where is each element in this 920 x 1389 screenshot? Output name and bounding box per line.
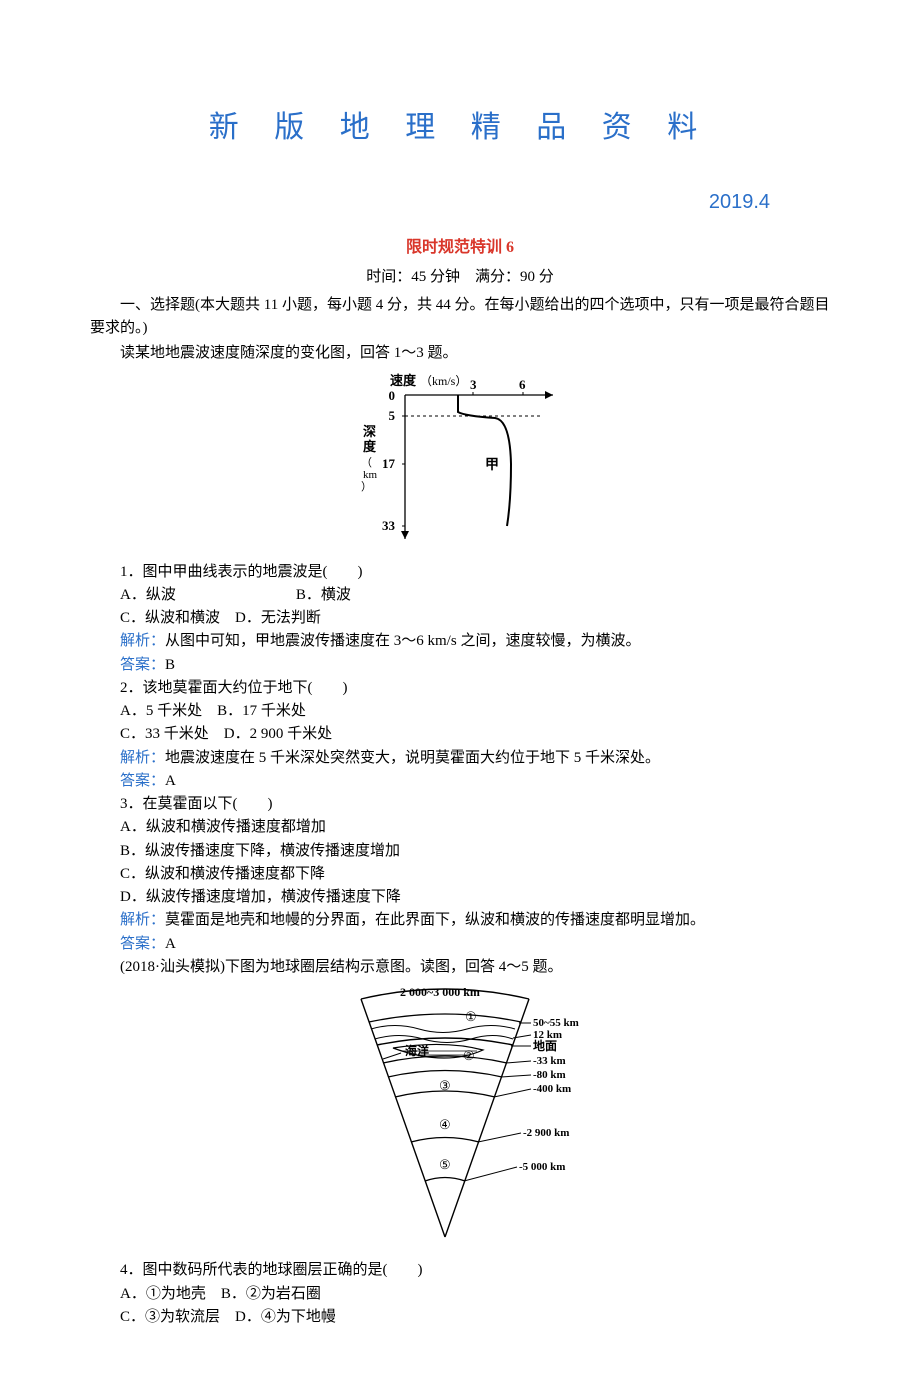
fig2-top-label: 2 000~3 000 km [400,985,480,999]
figure-earth-layers: 2 000~3 000 km 50~55 km 12 km 地面 -33 km … [90,985,830,1253]
q1-opts-cd: C．纵波和横波 D．无法判断 [90,607,830,630]
fig2-wedge [361,989,529,1237]
answer-label: 答案： [120,773,165,789]
q2-answer: 答案：A [90,770,830,793]
fig2-r-80: -80 km [533,1069,566,1081]
q2-opts-cd: C．33 千米处 D．2 900 千米处 [90,723,830,746]
analysis-label: 解析： [120,633,165,649]
q2-analysis-text: 地震波速度在 5 千米深处突然变大，说明莫霍面大约位于地下 5 千米深处。 [165,750,660,766]
fig1-ylabel-1: 深 [363,424,376,439]
fig2-r-33: -33 km [533,1055,566,1067]
q3-stem: 3．在莫霍面以下( ) [90,793,830,816]
q3-opt-d: D．纵波传播速度增加，横波传播速度下降 [90,886,830,909]
fig1-xunit: （km/s） [420,374,467,388]
analysis-label: 解析： [120,750,165,766]
context-q1-3: 读某地地震波速度随深度的变化图，回答 1～3 题。 [90,342,830,365]
q3-opt-a: A．纵波和横波传播速度都增加 [90,816,830,839]
q3-analysis: 解析：莫霍面是地壳和地幔的分界面，在此界面下，纵波和横波的传播速度都明显增加。 [90,909,830,932]
q3-answer: 答案：A [90,933,830,956]
fig1-ytick-17: 17 [382,456,396,471]
fig2-l2: ② [463,1048,475,1063]
fig2-r-2900: -2 900 km [523,1127,569,1139]
answer-label: 答案： [120,936,165,952]
main-title: 新 版 地 理 精 品 资 料 [90,105,830,152]
fig1-xtick-6: 6 [519,377,526,392]
fig1-ytick-33: 33 [382,518,396,533]
fig2-r-surface: 地面 [533,1038,557,1053]
fig2-l4: ④ [439,1117,451,1132]
fig2-r-5000: -5 000 km [519,1161,565,1173]
q3-opt-c: C．纵波和横波传播速度都下降 [90,863,830,886]
section-intro: 一、选择题(本大题共 11 小题，每小题 4 分，共 44 分。在每小题给出的四… [90,294,830,341]
fig1-xlabel: 速度 [390,373,417,388]
q3-analysis-text: 莫霍面是地壳和地幔的分界面，在此界面下，纵波和横波的传播速度都明显增加。 [165,912,705,928]
q4-opts-cd: C．③为软流层 D．④为下地幔 [90,1306,830,1329]
q4-opts-ab: A．①为地壳 B．②为岩石圈 [90,1283,830,1306]
q1-answer: 答案：B [90,654,830,677]
date-line: 2019.4 [90,187,770,218]
time-score-line: 时间：45 分钟 满分：90 分 [90,266,830,289]
figure-seismic-wave: 速度 （km/s） 3 6 0 5 17 33 深 度 （ km ） 甲 [90,371,830,554]
fig1-curve-label: 甲 [485,457,499,473]
fig1-ylabel-5: ） [361,480,372,493]
fig2-r-400: -400 km [533,1083,571,1095]
answer-label: 答案： [120,657,165,673]
fig1-ylabel-3: （ [361,456,372,469]
q2-opts-ab: A．5 千米处 B．17 千米处 [90,700,830,723]
fig2-l3: ③ [439,1078,451,1093]
q3-answer-text: A [165,936,176,952]
fig1-ytick-0: 0 [389,388,396,403]
q1-analysis-text: 从图中可知，甲地震波传播速度在 3～6 km/s 之间，速度较慢，为横波。 [165,633,640,649]
fig1-xtick-3: 3 [470,377,477,392]
fig1-ylabel-2: 度 [363,439,377,454]
q2-stem: 2．该地莫霍面大约位于地下( ) [90,677,830,700]
q1-opts-ab: A．纵波 B．横波 [90,584,830,607]
q1-answer-text: B [165,657,175,673]
q1-analysis: 解析：从图中可知，甲地震波传播速度在 3～6 km/s 之间，速度较慢，为横波。 [90,630,830,653]
fig1-ytick-5: 5 [389,408,396,423]
subtitle: 限时规范特训 6 [90,236,830,261]
q2-answer-text: A [165,773,176,789]
analysis-label: 解析： [120,912,165,928]
fig2-r-50: 50~55 km [533,1017,579,1029]
fig2-l1: ① [465,1009,477,1024]
context-q4-5: (2018·汕头模拟)下图为地球圈层结构示意图。读图，回答 4～5 题。 [90,956,830,979]
q1-stem: 1．图中甲曲线表示的地震波是( ) [90,561,830,584]
q4-stem: 4．图中数码所代表的地球圈层正确的是( ) [90,1259,830,1282]
fig1-ylabel-4: km [363,469,378,481]
q3-opt-b: B．纵波传播速度下降，横波传播速度增加 [90,840,830,863]
q2-analysis: 解析：地震波速度在 5 千米深处突然变大，说明莫霍面大约位于地下 5 千米深处。 [90,747,830,770]
fig2-ocean: 海洋 [405,1043,429,1058]
fig2-l5: ⑤ [439,1157,451,1172]
